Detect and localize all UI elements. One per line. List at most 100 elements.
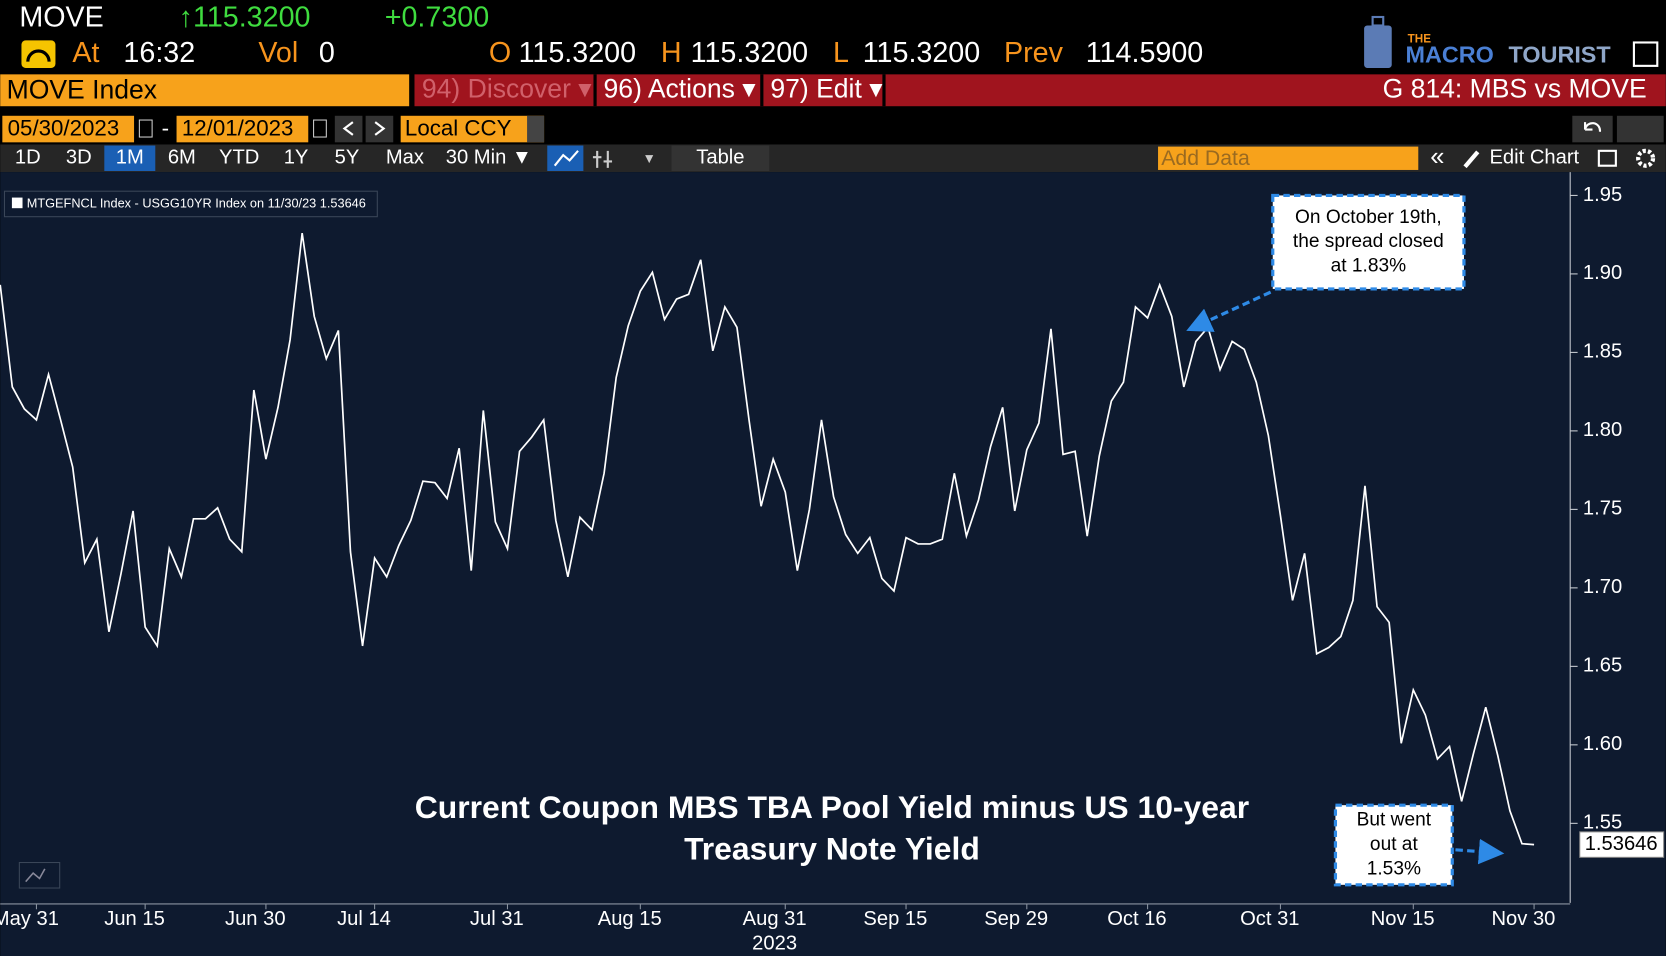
annotation-text: out at	[1370, 834, 1419, 855]
popout-icon[interactable]	[1632, 41, 1659, 67]
range-label: 30 Min ▼	[446, 147, 532, 169]
menu-item[interactable]: 96) Actions ▾	[604, 73, 757, 103]
y-tick-label: 1.60	[1583, 733, 1622, 755]
range-label: 1M	[116, 147, 144, 169]
range-button[interactable]	[437, 145, 540, 172]
ohlc-label: L	[833, 37, 849, 69]
date-field[interactable]	[2, 115, 135, 143]
ohlc-label: H	[661, 37, 682, 69]
range-button[interactable]	[374, 145, 436, 172]
range-label: YTD	[219, 147, 259, 169]
range-button[interactable]	[55, 145, 103, 172]
dropdown[interactable]	[527, 115, 545, 143]
annotation-arrow	[1455, 838, 1505, 865]
x-tick-label: Aug 31	[743, 908, 807, 930]
prev-button[interactable]	[334, 115, 363, 143]
ohlc-value: 115.3200	[519, 37, 636, 69]
chart-title: Treasury Note Yield	[684, 830, 980, 866]
annotation-text: the spread closed	[1293, 231, 1444, 252]
range-label: Max	[386, 147, 424, 169]
end-date: 12/01/2023	[182, 115, 294, 140]
last-price: ↑115.3200	[179, 2, 311, 34]
settings-icon[interactable]	[1636, 148, 1656, 168]
y-tick-label: 1.65	[1583, 655, 1622, 677]
y-tick-label: 1.75	[1583, 498, 1622, 520]
ohlc-value: 115.3200	[863, 37, 980, 69]
logo-first: MACRO	[1406, 41, 1494, 67]
date-sep: -	[162, 115, 169, 140]
next-arrow	[374, 121, 386, 136]
calendar-icon[interactable]	[138, 119, 153, 138]
range-label: 5Y	[335, 147, 360, 169]
change: +0.7300	[385, 2, 489, 34]
y-tick-label: 1.55	[1583, 812, 1622, 834]
annotation-box	[1333, 803, 1454, 887]
undo-icon	[1583, 122, 1601, 132]
chart-type-button[interactable]	[547, 145, 584, 172]
logo-second: TOURIST	[1509, 41, 1612, 67]
x-tick-label: Sep 15	[863, 908, 927, 930]
range-label: 3D	[66, 147, 92, 169]
mini-chart-icon	[25, 868, 46, 883]
range-button[interactable]	[104, 145, 156, 172]
range-label: 1Y	[284, 147, 309, 169]
date-field[interactable]	[176, 115, 309, 143]
time: 16:32	[123, 37, 195, 69]
range-button[interactable]	[322, 145, 372, 172]
range-button[interactable]	[157, 145, 207, 172]
range-button[interactable]	[208, 145, 271, 172]
x-tick-label: Jun 30	[225, 908, 286, 930]
edit-icon[interactable]	[1597, 149, 1617, 167]
collapse-button[interactable]: «	[1430, 143, 1444, 171]
x-tick-label: Aug 15	[598, 908, 662, 930]
y-tick-label: 1.95	[1583, 184, 1622, 206]
annotation-text: On October 19th,	[1295, 207, 1442, 228]
dropdown-arrow[interactable]: ▼	[642, 151, 656, 166]
last-value-label: 1.53646	[1585, 833, 1658, 855]
x-tick-label: Oct 16	[1107, 908, 1166, 930]
legend-entry: MTGEFNCL Index - USGG10YR Index on 11/30…	[27, 195, 366, 210]
vol: 0	[319, 37, 335, 69]
x-tick-label: Jun 15	[104, 908, 165, 930]
y-tick-label: 1.85	[1583, 341, 1622, 363]
logo-icon	[1364, 25, 1392, 68]
range-label: 6M	[168, 147, 196, 169]
menu-item[interactable]: 94) Discover ▾	[422, 73, 592, 103]
add-data-field[interactable]	[1158, 146, 1419, 170]
bar-type-icon[interactable]	[592, 150, 613, 168]
table-button[interactable]	[671, 145, 770, 172]
y-tick-label: 1.90	[1583, 262, 1622, 284]
redo-button[interactable]	[1616, 115, 1664, 143]
vol-label: Vol	[258, 37, 298, 69]
edit-chart[interactable]: Edit Chart	[1489, 147, 1579, 169]
mini-chart-button[interactable]	[18, 861, 61, 889]
x-tick-label: Sep 29	[984, 908, 1048, 930]
ohlc-value: 114.5900	[1086, 37, 1203, 69]
logo-handle	[1371, 15, 1385, 27]
start-date: 05/30/2023	[8, 115, 120, 140]
range-button[interactable]	[4, 145, 52, 172]
chart-type-icon	[553, 150, 579, 167]
x-tick-label: Nov 15	[1371, 908, 1435, 930]
x-tick-label: May 31	[0, 908, 59, 930]
annotation-arrow	[1186, 290, 1272, 332]
range-button[interactable]	[272, 145, 320, 172]
menu-item[interactable]: 97) Edit ▾	[770, 73, 883, 103]
prev-arrow	[342, 121, 354, 136]
security-box[interactable]	[0, 74, 410, 107]
annotation-text: at 1.83%	[1331, 256, 1406, 277]
legend-box	[3, 190, 378, 218]
legend-swatch	[11, 197, 23, 209]
gauge-arc	[26, 49, 51, 62]
security: MOVE Index	[7, 74, 158, 104]
annotation-text: 1.53%	[1367, 858, 1421, 879]
annotation-text: But went	[1357, 810, 1432, 831]
pencil-icon	[1463, 150, 1480, 169]
x-year-label: 2023	[752, 933, 797, 955]
next-button[interactable]	[365, 115, 394, 143]
calendar-icon[interactable]	[313, 119, 327, 138]
currency-field[interactable]	[400, 115, 545, 143]
range-label: 1D	[15, 147, 41, 169]
